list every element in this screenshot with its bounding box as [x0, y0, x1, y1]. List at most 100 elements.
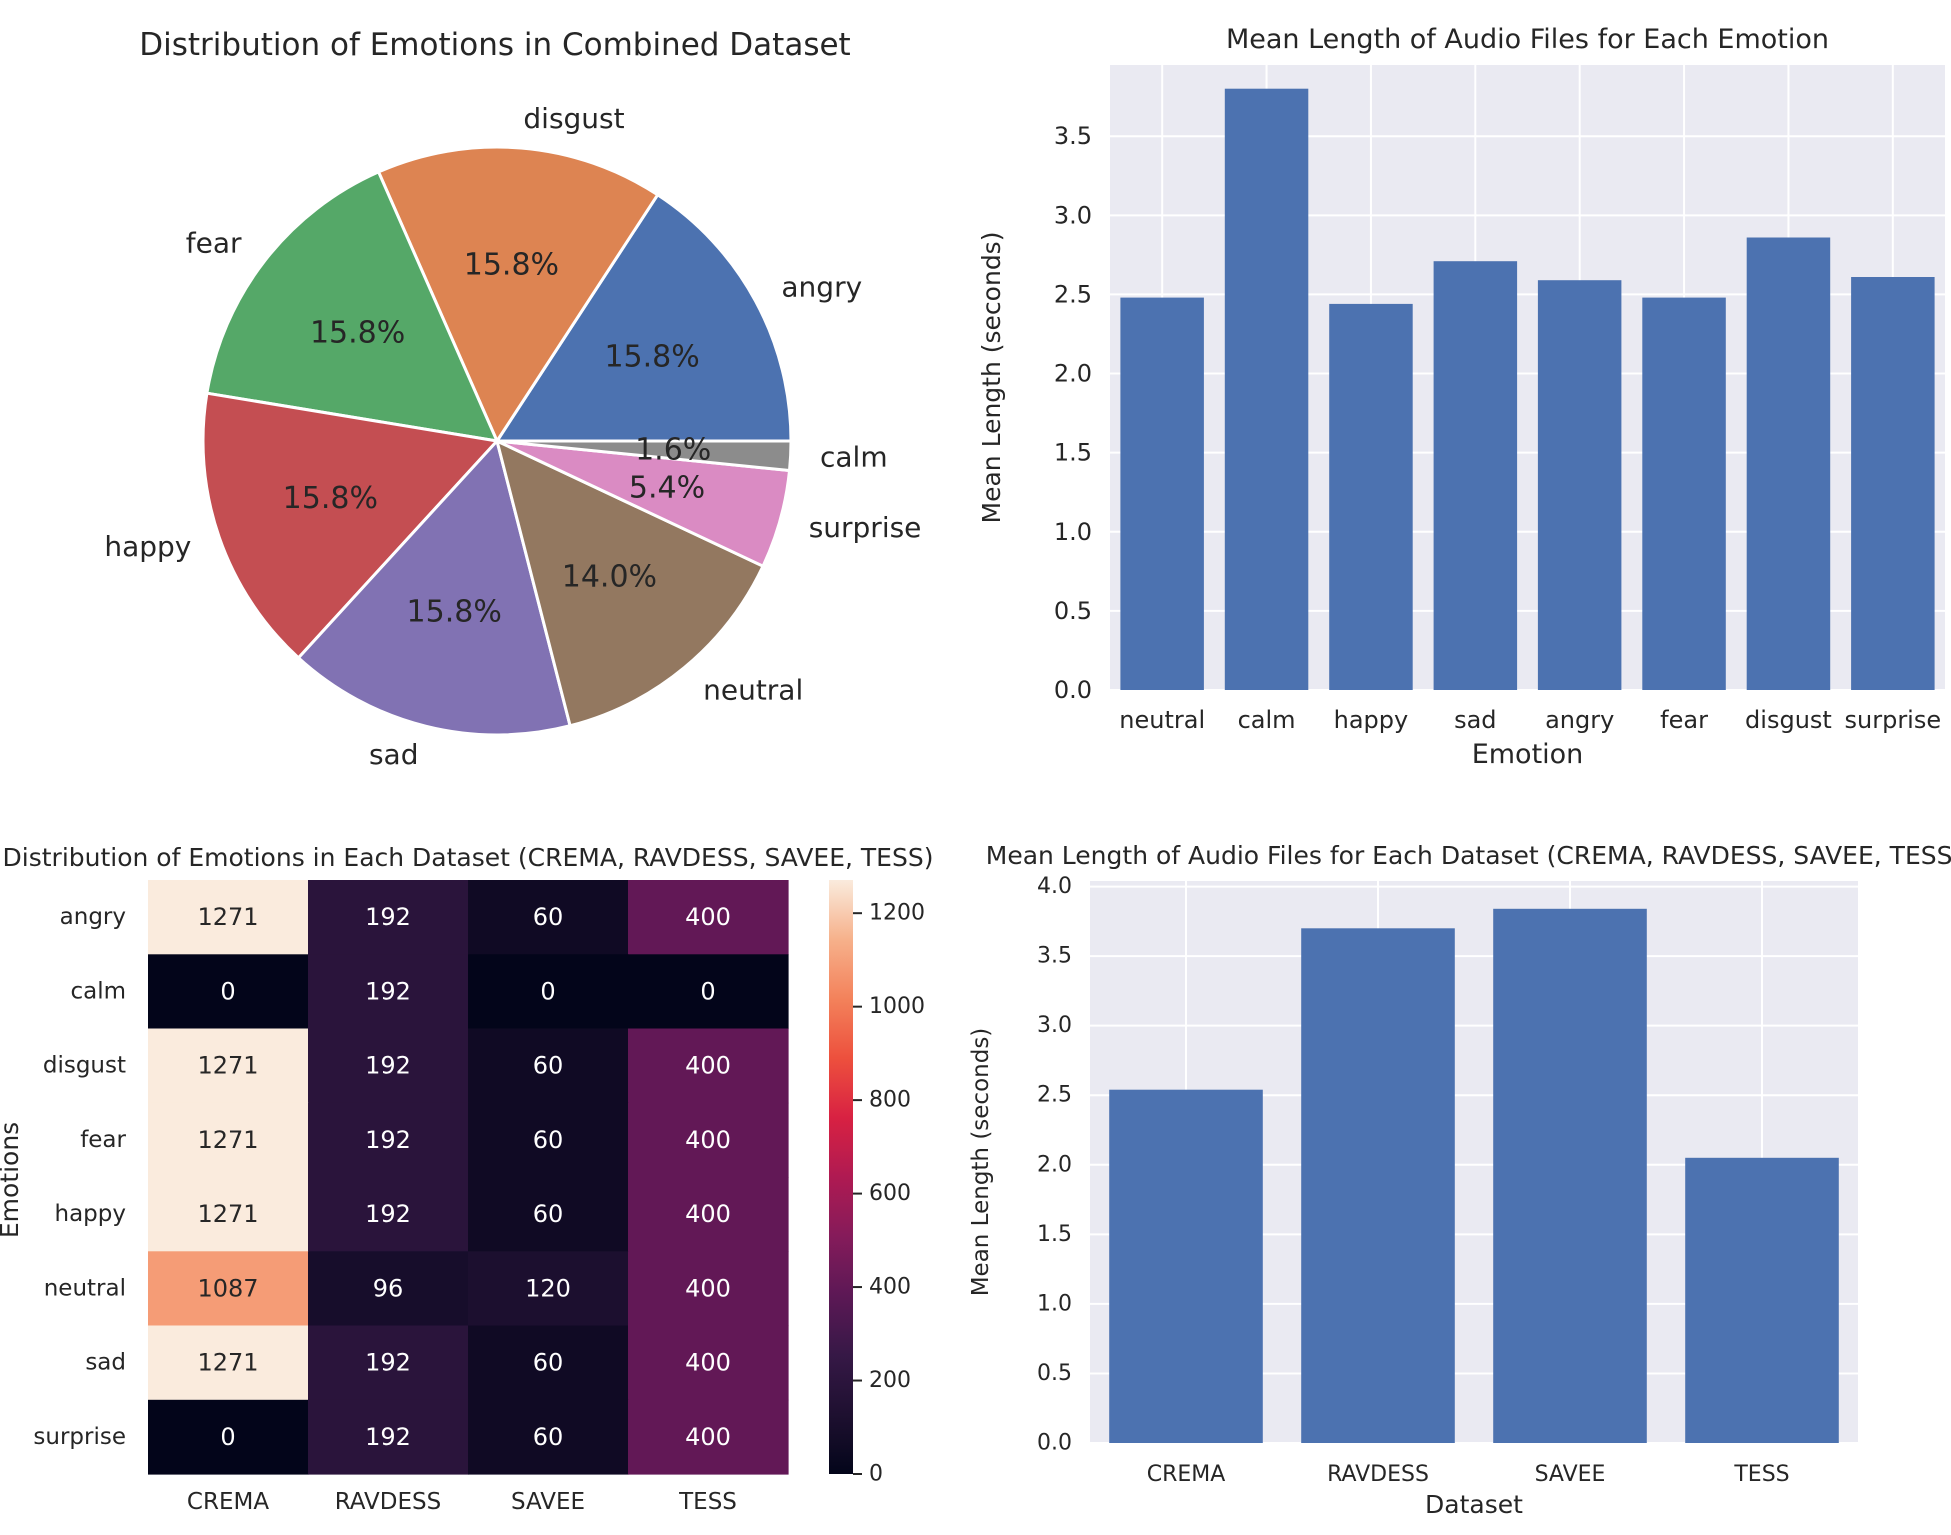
- heatmap-cell-value: 0: [540, 977, 555, 1005]
- pie-category-label: surprise: [809, 511, 922, 544]
- y-tick-label: 1.0: [1054, 518, 1092, 546]
- heatmap-row-label: surprise: [33, 1424, 126, 1450]
- colorbar: [829, 880, 853, 1474]
- emotion-heatmap-panel: 1271 192 60 400 0 192 0 0 1271 192 60 400 1271 192 60 4…: [0, 843, 933, 1515]
- y-tick-label: 0.0: [1054, 676, 1092, 704]
- heatmap-cell-value: 60: [533, 1423, 564, 1451]
- heatmap-cell-value: 0: [700, 977, 715, 1005]
- bar-crema: [1109, 1089, 1263, 1443]
- heatmap-cell-value: 120: [525, 1274, 571, 1302]
- colorbar-tick-label: 800: [869, 1088, 911, 1113]
- heatmap-cell-value: 1271: [197, 1200, 258, 1228]
- pie-slice-fear: [205, 170, 499, 443]
- x-tick-label: neutral: [1119, 706, 1205, 734]
- pie-category-label: disgust: [523, 102, 624, 135]
- pie-chart-panel: Distribution of Emotions in Combined Dat…: [104, 27, 921, 771]
- heatmap-row-label: fear: [80, 1127, 126, 1153]
- heatmap-title: Distribution of Emotions in Each Dataset…: [3, 843, 934, 872]
- pie-percent-label: 15.8%: [604, 340, 699, 375]
- y-tick-label: 3.5: [1054, 122, 1092, 150]
- x-axis-label: Emotion: [1472, 739, 1584, 770]
- heatmap-cell-sad-savee: [468, 1325, 629, 1401]
- x-tick-label: happy: [1334, 706, 1409, 734]
- pie-category-label: angry: [781, 271, 862, 304]
- heatmap-cell-value: 192: [365, 1200, 411, 1228]
- y-tick-label: 2.0: [1054, 360, 1092, 388]
- heatmap-cell-fear-tess: [628, 1102, 789, 1178]
- heatmap-cell-sad-tess: [628, 1325, 789, 1401]
- heatmap-cell-disgust-crema: [148, 1028, 309, 1104]
- heatmap-cell-angry-tess: [628, 880, 789, 955]
- heatmap-cell-surprise-ravdess: [308, 1399, 469, 1475]
- heatmap-cell-value: 192: [365, 1126, 411, 1154]
- heatmap-cell-value: 60: [533, 1349, 564, 1377]
- heatmap-column-label: CREMA: [187, 1489, 269, 1515]
- heatmap-cell-value: 192: [365, 1423, 411, 1451]
- y-tick-label: 3.0: [1054, 201, 1092, 229]
- x-tick-label: SAVEE: [1535, 1462, 1606, 1487]
- heatmap-cell-disgust-tess: [628, 1028, 789, 1104]
- pie-category-label: happy: [104, 530, 191, 563]
- heatmap-cell-neutral-ravdess: [308, 1251, 469, 1327]
- x-tick-label: RAVDESS: [1327, 1462, 1429, 1487]
- heatmap-cell-fear-crema: [148, 1102, 309, 1178]
- heatmap-cell-value: 192: [365, 1349, 411, 1377]
- heatmap-row-label: angry: [60, 904, 126, 930]
- bar-disgust: [1746, 237, 1831, 690]
- heatmap-cell-value: 1271: [197, 1349, 258, 1377]
- bar-neutral: [1120, 297, 1204, 690]
- bar-happy: [1329, 303, 1413, 690]
- pie-category-label: calm: [820, 441, 888, 474]
- bar-calm: [1224, 88, 1309, 690]
- heatmap-cell-surprise-crema: [148, 1399, 309, 1475]
- bar-savee: [1493, 908, 1647, 1443]
- chart-title: Mean Length of Audio Files for Each Data…: [986, 841, 1951, 870]
- heatmap-cell-value: 192: [365, 903, 411, 931]
- heatmap-cell-calm-tess: [628, 954, 789, 1030]
- heatmap-cell-surprise-savee: [468, 1399, 629, 1475]
- heatmap-cell-calm-savee: [468, 954, 629, 1030]
- heatmap-cell-sad-ravdess: [308, 1325, 469, 1401]
- y-tick-label: 3.5: [1037, 944, 1072, 969]
- pie-title: Distribution of Emotions in Combined Dat…: [139, 27, 850, 63]
- bar-sad: [1433, 261, 1518, 690]
- y-tick-label: 0.5: [1054, 597, 1092, 625]
- y-tick-label: 1.5: [1037, 1222, 1072, 1247]
- heatmap-column-label: SAVEE: [511, 1489, 585, 1515]
- heatmap-cell-value: 1271: [197, 1052, 258, 1080]
- heatmap-cell-sad-crema: [148, 1325, 309, 1401]
- pie-category-label: fear: [186, 226, 242, 259]
- bar-surprise: [1851, 277, 1935, 690]
- pie-slice-happy: [201, 391, 499, 660]
- pie-slice-calm: [495, 439, 793, 473]
- y-axis-label: Mean Length (seconds): [977, 232, 1006, 524]
- colorbar-tick-label: 600: [869, 1181, 911, 1206]
- heatmap-cell-value: 400: [685, 903, 731, 931]
- x-axis-label: Dataset: [1425, 1490, 1523, 1519]
- heatmap-cell-neutral-savee: [468, 1251, 629, 1327]
- y-tick-label: 2.0: [1037, 1152, 1072, 1177]
- pie-slice-disgust: [377, 145, 660, 443]
- heatmap-cell-value: 60: [533, 1200, 564, 1228]
- heatmap-cell-value: 400: [685, 1349, 731, 1377]
- heatmap-cell-value: 400: [685, 1052, 731, 1080]
- heatmap-cell-happy-tess: [628, 1177, 789, 1252]
- dataset-length-bar-chart-panel: 0.0 0.5 1.0 1.5 2.0 2.5 3.0 3.5 4.0 CREMA RAVDESS S…: [968, 841, 1951, 1519]
- heatmap-cell-fear-ravdess: [308, 1102, 469, 1178]
- x-tick-label: fear: [1660, 706, 1708, 734]
- pie-percent-label: 15.8%: [407, 595, 502, 630]
- pie-slice-sad: [296, 439, 572, 737]
- heatmap-cell-value: 1271: [197, 903, 258, 931]
- x-tick-label: TESS: [1733, 1462, 1789, 1487]
- heatmap-cell-neutral-crema: [148, 1251, 309, 1327]
- heatmap-cell-disgust-ravdess: [308, 1028, 469, 1104]
- x-tick-label: disgust: [1745, 706, 1832, 734]
- heatmap-cell-value: 96: [373, 1274, 404, 1302]
- y-tick-label: 2.5: [1037, 1083, 1072, 1108]
- y-tick-label: 3.0: [1037, 1013, 1072, 1038]
- y-tick-label: 0.5: [1037, 1361, 1072, 1386]
- pie-percent-label: 14.0%: [562, 559, 657, 594]
- colorbar-tick-label: 1000: [869, 994, 925, 1019]
